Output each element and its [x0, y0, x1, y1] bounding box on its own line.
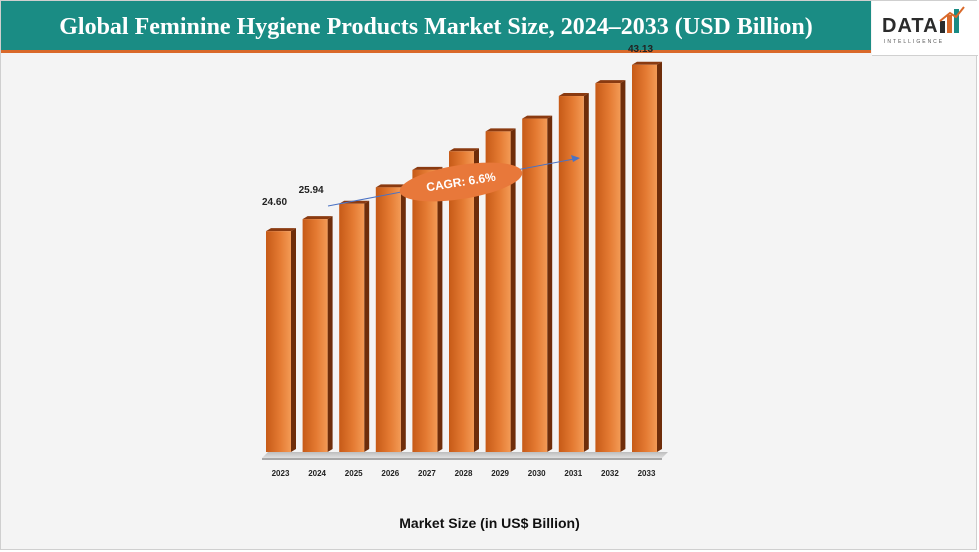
bar-side — [657, 61, 662, 452]
data-label-2024: 25.94 — [299, 185, 324, 196]
trend-arrow-head — [571, 155, 580, 162]
logo-subtext: INTELLIGENCE — [884, 39, 945, 45]
bar-top — [485, 128, 516, 132]
bar-side — [510, 128, 516, 452]
bar-front — [522, 118, 548, 452]
bar-front — [266, 231, 291, 452]
bar-side — [291, 228, 296, 452]
bar-front — [375, 187, 401, 452]
x-tick-label-2027: 2027 — [418, 469, 436, 478]
bar-side — [583, 93, 589, 452]
chart-floor — [262, 452, 668, 460]
data-label-2023: 24.60 — [262, 197, 287, 208]
bar-2023 — [266, 228, 296, 452]
bar-side — [620, 80, 626, 452]
floor-top — [262, 452, 668, 458]
bar-2027 — [412, 166, 443, 453]
bar-side — [547, 115, 553, 452]
x-tick-label-2028: 2028 — [455, 469, 473, 478]
logo-text: DATA — [882, 15, 939, 37]
bar-front — [412, 169, 438, 453]
bar-top — [595, 80, 626, 84]
x-tick-label-2023: 2023 — [272, 469, 290, 478]
x-tick-label-2033: 2033 — [638, 469, 656, 478]
x-tick-label-2032: 2032 — [601, 469, 619, 478]
x-tick-label-2024: 2024 — [308, 469, 326, 478]
page-title: Global Feminine Hygiene Products Market … — [59, 14, 813, 40]
bar-top — [558, 93, 589, 97]
bar-front — [595, 83, 621, 452]
bar-side — [474, 148, 479, 452]
bar-front — [449, 151, 474, 452]
bar-side — [400, 184, 406, 452]
bar-top — [302, 216, 333, 220]
bar-front — [302, 219, 328, 452]
bar-2026 — [375, 184, 406, 452]
floor-edge — [262, 458, 662, 460]
bar-2024 — [302, 216, 333, 452]
x-axis-label: Market Size (in US$ Billion) — [399, 515, 580, 531]
cagr-bubble — [399, 162, 523, 202]
bar-side — [327, 216, 333, 452]
bar-front — [339, 203, 365, 452]
bar-top — [412, 166, 443, 170]
bar-2030 — [522, 115, 553, 452]
logo: DATA INTELLIGENCE — [872, 1, 978, 56]
header-bar: Global Feminine Hygiene Products Market … — [1, 1, 871, 53]
bar-top — [632, 61, 662, 65]
bar-2031 — [558, 93, 589, 452]
bar-front — [632, 64, 657, 452]
x-tick-label-2031: 2031 — [564, 469, 582, 478]
bar-top — [375, 184, 406, 188]
bar-2033 — [632, 61, 662, 452]
x-tick-label-2025: 2025 — [345, 469, 363, 478]
bar-side — [364, 200, 370, 452]
bar-top — [522, 115, 553, 119]
bar-front — [558, 96, 584, 452]
logo-bars-icon — [939, 6, 965, 33]
bar-2032 — [595, 80, 626, 452]
bar-top — [266, 228, 296, 232]
data-label-2033: 43.13 — [628, 44, 653, 55]
bar-top — [339, 200, 370, 204]
x-tick-label-2030: 2030 — [528, 469, 546, 478]
x-tick-label-2029: 2029 — [491, 469, 509, 478]
bar-2028 — [449, 148, 479, 452]
bar-2025 — [339, 200, 370, 452]
bar-side — [437, 166, 443, 453]
x-tick-label-2026: 2026 — [381, 469, 399, 478]
bar-top — [449, 148, 479, 152]
